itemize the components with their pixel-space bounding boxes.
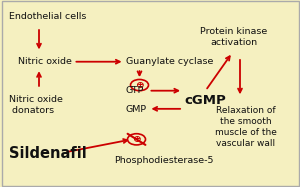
Text: GMP: GMP [126, 105, 147, 114]
Text: Nitric oxide
 donators: Nitric oxide donators [9, 95, 63, 115]
Text: Endothelial cells: Endothelial cells [9, 12, 86, 21]
Text: Sildenafil: Sildenafil [9, 146, 87, 161]
Text: Protein kinase
activation: Protein kinase activation [200, 27, 268, 47]
Text: ⊕: ⊕ [132, 134, 141, 144]
Text: GTP: GTP [126, 86, 144, 95]
Text: Guanylate cyclase: Guanylate cyclase [126, 57, 213, 66]
Text: Nitric oxide: Nitric oxide [18, 57, 72, 66]
Text: cGMP: cGMP [184, 94, 226, 108]
Text: Relaxation of
the smooth
muscle of the
vascular wall: Relaxation of the smooth muscle of the v… [215, 106, 277, 148]
Text: Phosphodiesterase-5: Phosphodiesterase-5 [114, 156, 214, 165]
Text: ⊕: ⊕ [135, 80, 144, 90]
